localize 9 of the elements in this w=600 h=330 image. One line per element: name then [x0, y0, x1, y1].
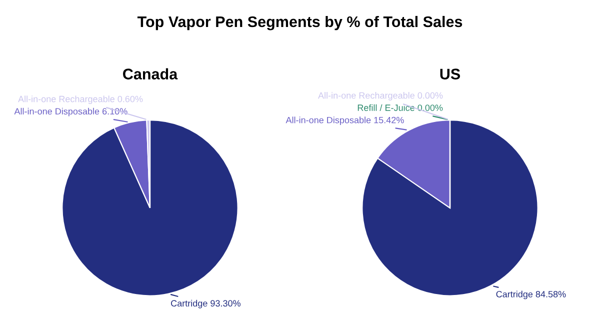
- slice-label: Cartridge 93.30%: [171, 300, 240, 308]
- text: Top Vapor Pen Segments by % of Total Sales: [137, 16, 462, 30]
- category-label: All-in-one Rechargeable 0.00%: [318, 92, 443, 100]
- slice-label: Cartridge 84.58%: [496, 290, 566, 300]
- chart-title: US: [440, 68, 460, 80]
- chart-title: Canada: [123, 68, 178, 80]
- category-label: Refill / E-Juice 0.00%: [358, 104, 443, 111]
- slice-label: All-in-one Disposable 15.42%: [286, 116, 404, 126]
- slice-label: All-in-one Rechargeable 0.60%: [18, 96, 143, 104]
